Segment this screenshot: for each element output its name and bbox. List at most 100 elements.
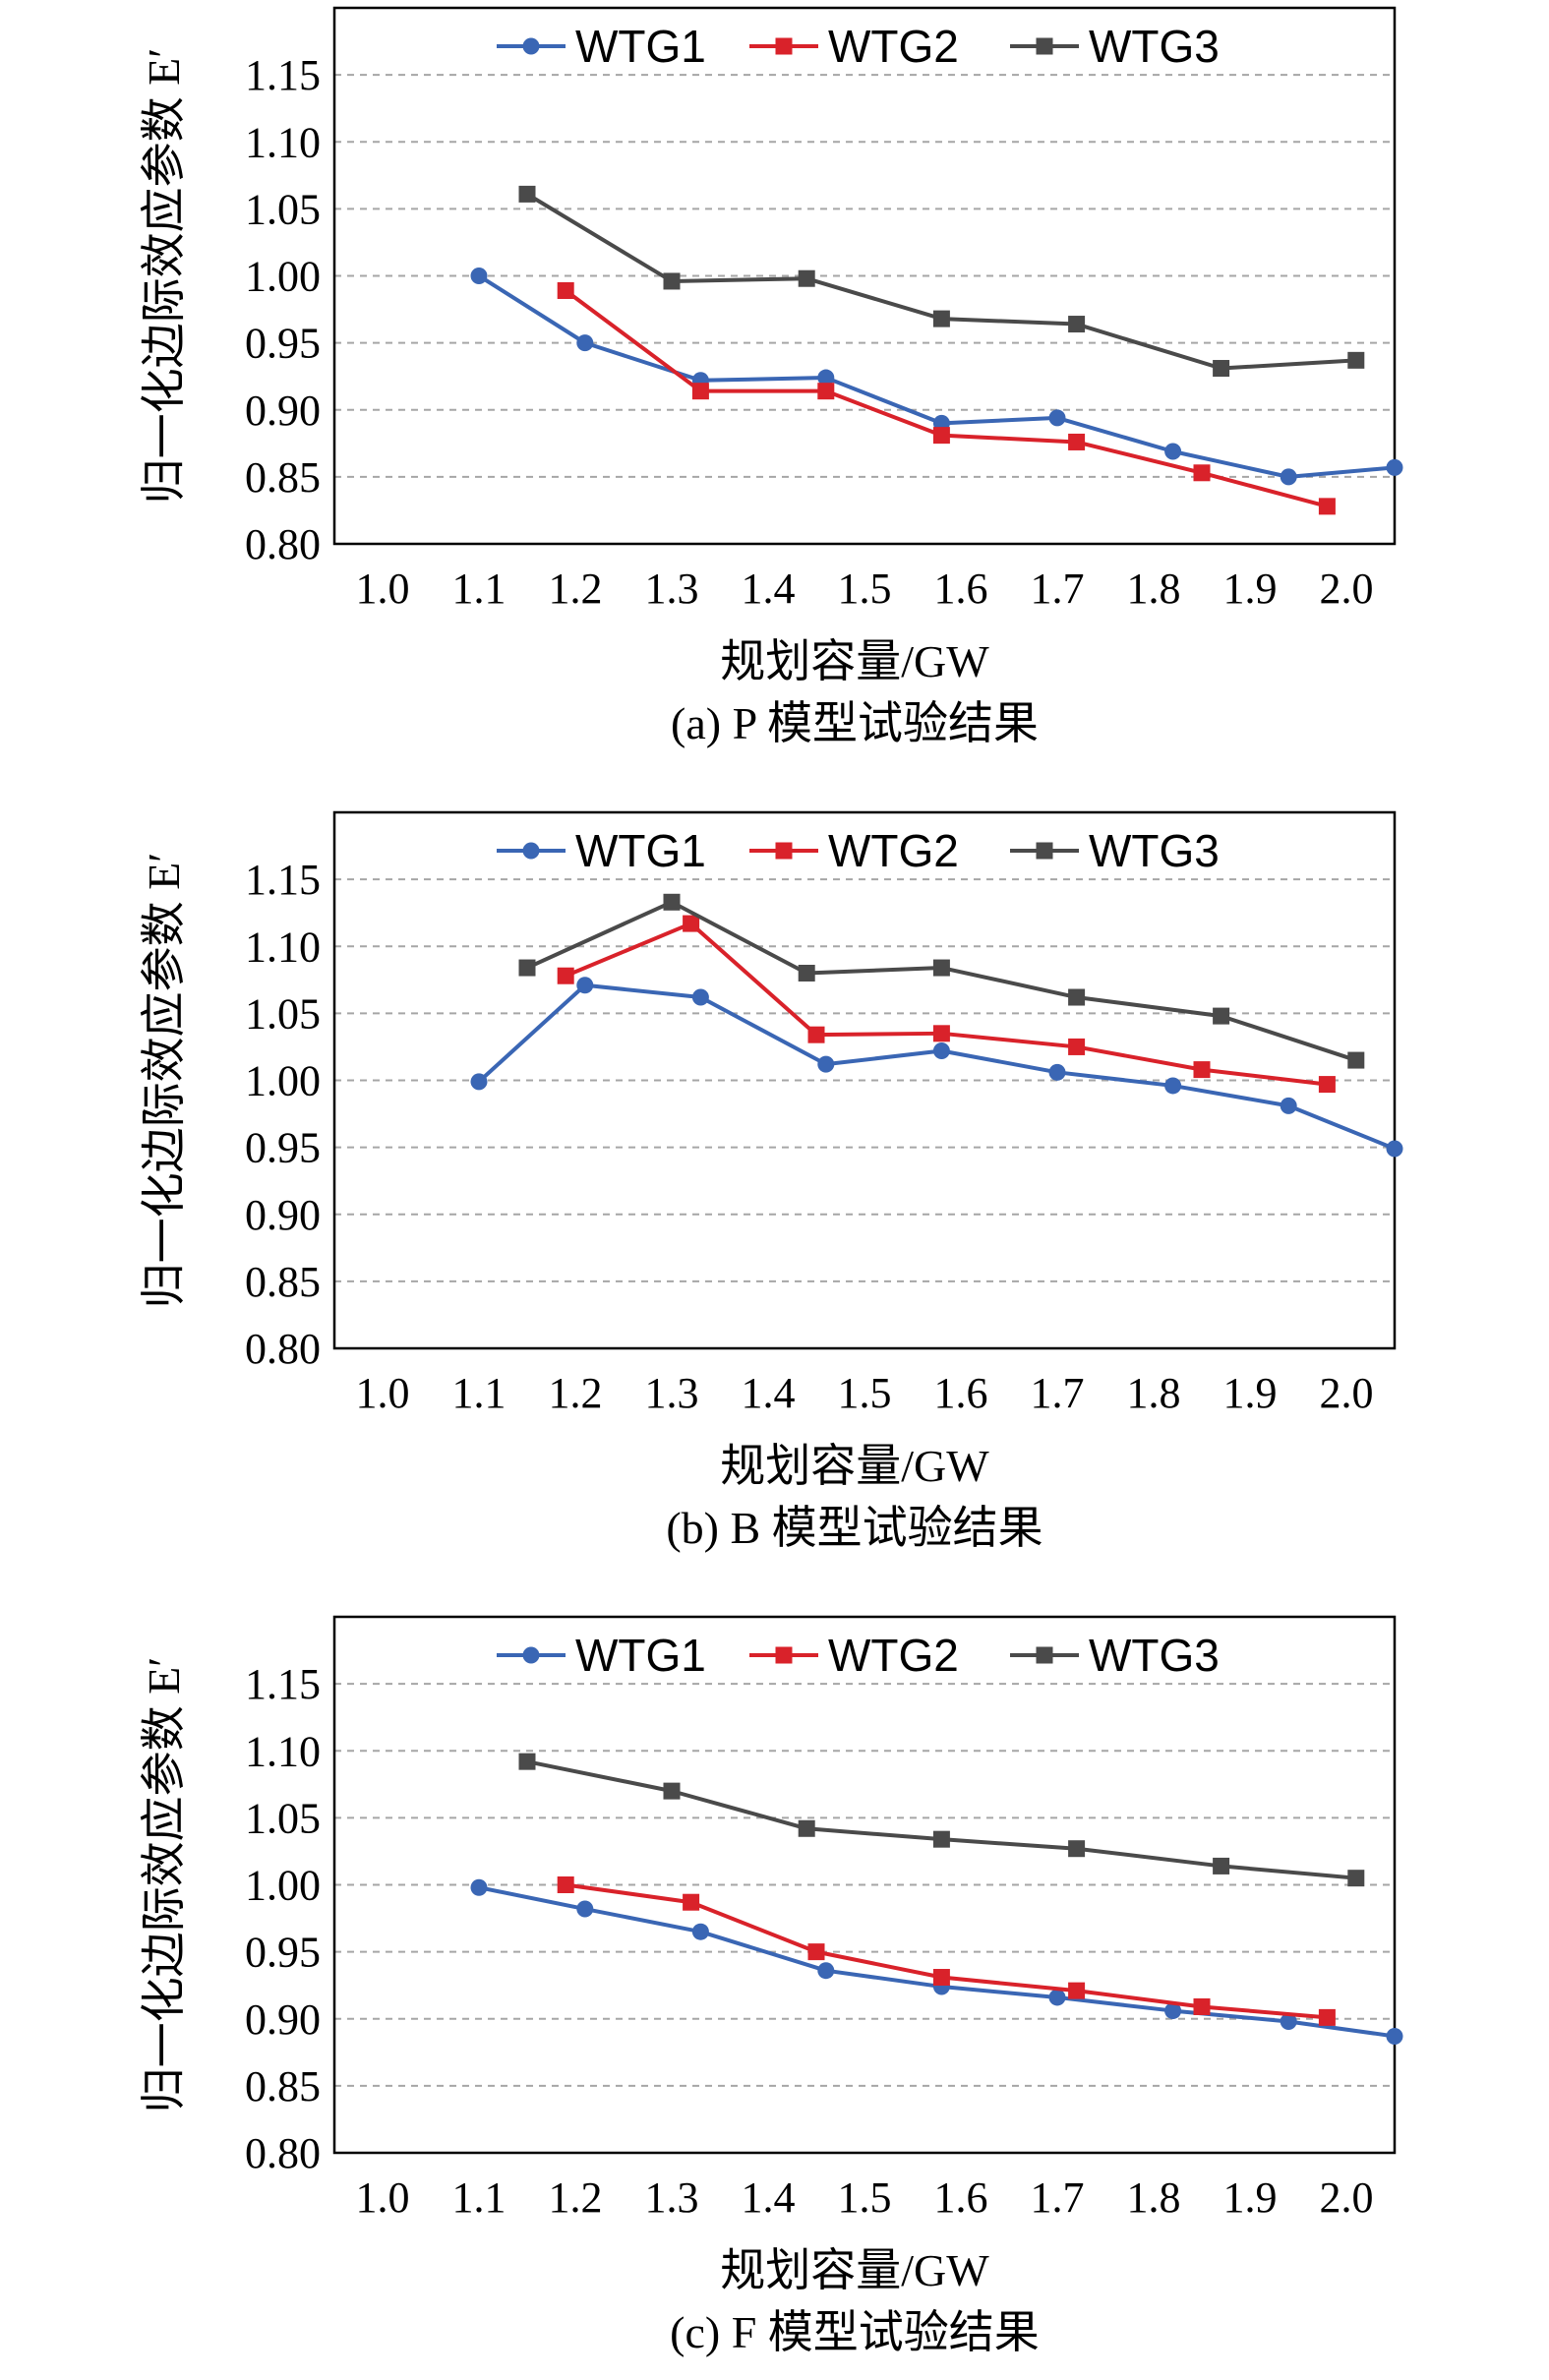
- data-point: [1068, 1982, 1086, 1999]
- data-point: [1193, 464, 1211, 482]
- y-tick-label: 1.10: [245, 922, 321, 971]
- y-tick-label: 0.85: [245, 2062, 321, 2111]
- data-point: [557, 1876, 574, 1893]
- panel-caption: (a) P 模型试验结果: [671, 698, 1039, 748]
- y-tick-label: 0.80: [245, 1325, 321, 1373]
- data-point: [1318, 1076, 1336, 1094]
- data-point: [663, 893, 681, 911]
- x-tick-label: 1.3: [645, 565, 699, 613]
- x-tick-label: 1.5: [838, 565, 892, 613]
- series-wtg3: [518, 185, 1365, 378]
- data-point: [1280, 1097, 1297, 1114]
- y-tick-label: 1.00: [245, 1057, 321, 1105]
- legend-item-wtg2: WTG2: [749, 21, 959, 72]
- x-tick-label: 2.0: [1320, 1369, 1374, 1417]
- legend-item-wtg2: WTG2: [749, 1630, 959, 1681]
- legend-label: WTG3: [1089, 21, 1220, 72]
- data-point: [1164, 2002, 1182, 2020]
- data-point: [691, 988, 709, 1006]
- data-point: [798, 269, 815, 287]
- x-axis-title: 规划容量/GW: [720, 2245, 989, 2295]
- plot-frame: [332, 1615, 1397, 2155]
- data-point: [518, 185, 536, 203]
- x-tick-label: 1.1: [452, 1369, 506, 1417]
- data-point: [1280, 2012, 1297, 2030]
- y-tick-label: 1.05: [245, 989, 321, 1038]
- legend-item-wtg1: WTG1: [497, 825, 706, 876]
- x-tick-label: 1.4: [742, 565, 796, 613]
- data-point: [1193, 1997, 1211, 2015]
- panel-caption: (b) B 模型试验结果: [666, 1503, 1043, 1553]
- legend: WTG1 WTG2 WTG3: [497, 21, 1220, 72]
- legend-marker: [522, 37, 540, 55]
- legend-label: WTG3: [1089, 825, 1220, 876]
- data-point: [683, 915, 700, 932]
- legend-item-wtg1: WTG1: [497, 1630, 706, 1681]
- y-tick-label: 0.85: [245, 453, 321, 502]
- x-tick-label: 1.3: [645, 1369, 699, 1417]
- x-tick-label: 1.8: [1127, 565, 1181, 613]
- data-point: [470, 1878, 488, 1896]
- x-tick-label: 2.0: [1320, 2173, 1374, 2222]
- x-tick-label: 1.7: [1031, 1369, 1085, 1417]
- data-point: [1068, 1038, 1086, 1055]
- y-tick-label: 1.15: [245, 1660, 321, 1708]
- x-tick-label: 1.1: [452, 565, 506, 613]
- data-point: [1193, 1061, 1211, 1079]
- series-wtg1: [470, 1878, 1403, 2045]
- x-tick-label: 1.1: [452, 2173, 506, 2222]
- data-point: [1318, 2008, 1336, 2026]
- legend-label: WTG2: [828, 1630, 959, 1681]
- legend-marker: [522, 1646, 540, 1664]
- legend-item-wtg2: WTG2: [749, 825, 959, 876]
- x-tick-label: 1.9: [1223, 1369, 1278, 1417]
- data-point: [1068, 1840, 1086, 1858]
- data-point: [1048, 409, 1066, 427]
- y-tick-label: 1.05: [245, 1794, 321, 1842]
- series-wtg1: [470, 977, 1403, 1158]
- legend-marker: [775, 37, 793, 55]
- data-point: [932, 1830, 950, 1848]
- data-point: [932, 959, 950, 977]
- data-point: [932, 427, 950, 445]
- data-point: [1213, 1857, 1230, 1874]
- series-wtg3: [518, 1753, 1365, 1887]
- data-point: [807, 1026, 825, 1043]
- data-point: [470, 1073, 488, 1091]
- y-tick-label: 1.10: [245, 1727, 321, 1775]
- x-tick-label: 1.5: [838, 1369, 892, 1417]
- y-tick-label: 1.05: [245, 185, 321, 233]
- data-point: [932, 310, 950, 327]
- x-axis-title: 规划容量/GW: [720, 636, 989, 686]
- data-point: [932, 1042, 950, 1060]
- y-tick-label: 0.90: [245, 1191, 321, 1239]
- series-line: [565, 922, 1328, 1087]
- data-point: [1164, 443, 1182, 460]
- legend-label: WTG1: [575, 21, 706, 72]
- legend-label: WTG1: [575, 1630, 706, 1681]
- x-tick-label: 1.8: [1127, 1369, 1181, 1417]
- data-point: [817, 369, 835, 387]
- data-point: [1068, 433, 1086, 450]
- x-tick-label: 1.8: [1127, 2173, 1181, 2222]
- legend: WTG1 WTG2 WTG3: [497, 1630, 1220, 1681]
- data-point: [1386, 458, 1403, 476]
- chart-panel-c: 0.80 0.85 0.90 0.95 1.00 1.05 1.10 1.15 1.0 1.1 1.…: [139, 1615, 1403, 2357]
- legend-marker: [1036, 842, 1053, 860]
- x-tick-label: 1.2: [549, 1369, 603, 1417]
- y-tick-label: 0.95: [245, 320, 321, 368]
- x-tick-label: 1.0: [356, 2173, 410, 2222]
- data-point: [1048, 1989, 1066, 2006]
- y-tick-label: 0.90: [245, 387, 321, 435]
- x-tick-label: 1.0: [356, 1369, 410, 1417]
- x-tick-label: 1.7: [1031, 2173, 1085, 2222]
- series-wtg2: [557, 281, 1336, 515]
- x-tick-label: 1.2: [549, 565, 603, 613]
- y-tick-label: 0.95: [245, 1929, 321, 1977]
- data-point: [576, 1900, 594, 1918]
- y-tick-label: 1.00: [245, 253, 321, 301]
- data-point: [1213, 1007, 1230, 1025]
- data-point: [817, 383, 835, 400]
- x-tick-label: 1.9: [1223, 565, 1278, 613]
- y-tick-label: 1.10: [245, 118, 321, 166]
